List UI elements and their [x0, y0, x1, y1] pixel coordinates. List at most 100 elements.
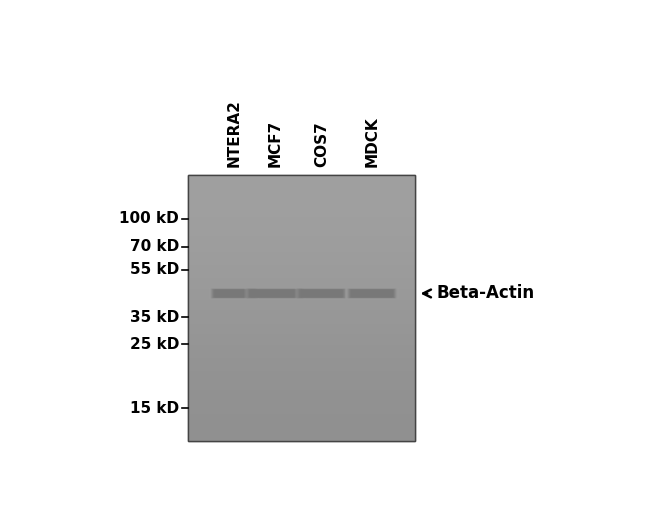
Bar — [188, 403, 415, 406]
Bar — [188, 316, 415, 319]
Text: 100 kD: 100 kD — [119, 211, 179, 226]
Bar — [188, 193, 415, 197]
Bar — [188, 257, 415, 260]
FancyBboxPatch shape — [210, 288, 258, 299]
Bar — [188, 241, 415, 245]
Text: 15 kD: 15 kD — [130, 401, 179, 416]
Bar — [188, 329, 415, 332]
Bar — [188, 231, 415, 233]
FancyBboxPatch shape — [297, 289, 346, 298]
Bar — [188, 273, 415, 276]
Bar — [188, 310, 415, 314]
Bar — [188, 366, 415, 369]
Bar — [188, 348, 415, 350]
Bar — [188, 223, 415, 226]
Bar — [188, 419, 415, 422]
Bar — [188, 422, 415, 425]
FancyBboxPatch shape — [250, 290, 300, 297]
Text: COS7: COS7 — [314, 121, 329, 167]
Bar — [188, 281, 415, 284]
FancyBboxPatch shape — [246, 288, 304, 299]
Bar — [188, 199, 415, 202]
Bar — [188, 175, 415, 178]
FancyBboxPatch shape — [247, 289, 304, 298]
Bar — [188, 204, 415, 207]
FancyBboxPatch shape — [213, 289, 254, 298]
Bar — [188, 369, 415, 372]
Bar — [188, 361, 415, 364]
Bar — [188, 337, 415, 340]
FancyBboxPatch shape — [351, 290, 393, 297]
Bar — [188, 379, 415, 383]
Bar — [188, 393, 415, 396]
Bar — [188, 350, 415, 353]
FancyBboxPatch shape — [248, 289, 302, 298]
Text: Beta-Actin: Beta-Actin — [436, 285, 534, 302]
Bar — [188, 401, 415, 404]
Bar — [188, 218, 415, 220]
FancyBboxPatch shape — [294, 288, 348, 299]
FancyBboxPatch shape — [348, 289, 395, 298]
Bar — [188, 345, 415, 348]
Bar — [188, 175, 415, 441]
Bar — [188, 212, 415, 215]
Bar — [188, 374, 415, 377]
Bar — [188, 284, 415, 287]
Text: 70 kD: 70 kD — [129, 239, 179, 254]
Bar — [188, 183, 415, 186]
Bar — [188, 287, 415, 289]
Bar — [188, 435, 415, 438]
Bar — [188, 265, 415, 268]
Bar — [188, 188, 415, 191]
Bar — [188, 247, 415, 250]
Text: MDCK: MDCK — [365, 116, 380, 167]
Bar — [188, 236, 415, 239]
Text: 55 kD: 55 kD — [129, 262, 179, 277]
Bar — [188, 425, 415, 427]
Bar — [188, 313, 415, 316]
Bar — [188, 201, 415, 204]
Bar — [188, 358, 415, 361]
FancyBboxPatch shape — [209, 288, 259, 299]
Bar — [188, 268, 415, 271]
Bar — [188, 249, 415, 252]
Bar — [188, 252, 415, 255]
Text: MCF7: MCF7 — [268, 120, 283, 167]
FancyBboxPatch shape — [244, 288, 306, 299]
Text: 25 kD: 25 kD — [129, 337, 179, 352]
Bar — [188, 321, 415, 324]
Bar — [188, 331, 415, 335]
Bar — [188, 334, 415, 337]
FancyBboxPatch shape — [212, 289, 255, 298]
Bar — [188, 292, 415, 295]
Bar — [188, 427, 415, 431]
Bar — [188, 438, 415, 441]
Bar — [188, 302, 415, 306]
FancyBboxPatch shape — [346, 288, 397, 299]
Bar — [188, 326, 415, 329]
Bar — [188, 372, 415, 375]
Bar — [188, 276, 415, 279]
Bar — [188, 342, 415, 345]
Bar — [188, 382, 415, 385]
Bar — [188, 260, 415, 263]
Bar — [188, 308, 415, 311]
Bar — [188, 356, 415, 358]
Bar — [188, 300, 415, 303]
Bar — [188, 255, 415, 258]
Bar — [188, 175, 415, 441]
Bar — [188, 207, 415, 210]
Bar — [188, 395, 415, 398]
Bar — [188, 220, 415, 223]
Bar — [188, 430, 415, 433]
Bar — [188, 305, 415, 308]
FancyBboxPatch shape — [298, 289, 344, 298]
FancyBboxPatch shape — [345, 288, 398, 299]
Bar — [188, 414, 415, 417]
Bar — [188, 364, 415, 367]
FancyBboxPatch shape — [211, 289, 257, 298]
Bar — [188, 289, 415, 292]
Bar — [188, 377, 415, 380]
Bar — [188, 318, 415, 321]
Bar — [188, 353, 415, 356]
